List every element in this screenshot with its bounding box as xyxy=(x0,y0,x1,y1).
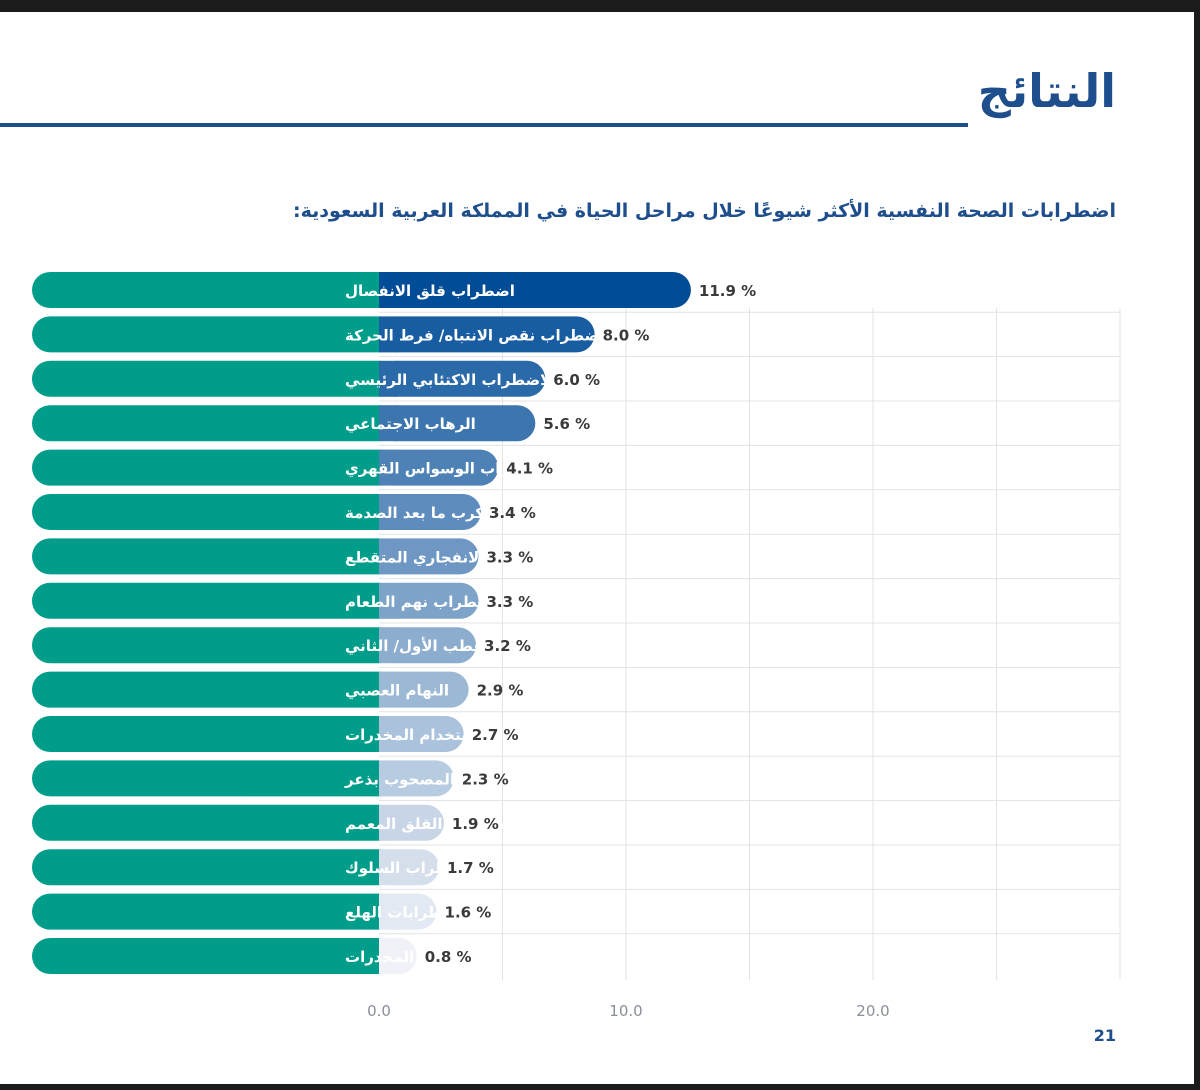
category-label: اضطراب القلق المعمم xyxy=(345,815,512,833)
page-number: 21 xyxy=(1093,1026,1116,1045)
value-label: 2.3 % xyxy=(462,770,509,788)
chart-subtitle: اضطرابات الصحة النفسية الأكثر شيوعًا خلا… xyxy=(292,200,1116,222)
data-bar-left-edge xyxy=(379,316,397,353)
category-label: الرهاب الاجتماعي xyxy=(345,415,476,433)
value-label: 1.7 % xyxy=(447,859,494,877)
category-label-pill xyxy=(32,893,397,930)
data-bar-left-edge xyxy=(379,849,397,886)
data-bar-left-edge xyxy=(379,494,397,530)
data-bar-left-edge xyxy=(379,449,397,486)
data-bar-left-edge xyxy=(379,671,397,708)
category-label-pill xyxy=(32,760,397,797)
category-label: الاضطراب الانفجاري المتقطع xyxy=(345,548,565,567)
data-bar xyxy=(379,494,481,530)
category-label: اضطراب السلوك xyxy=(345,859,469,877)
category-label: رهاب الخلاء غير المصحوب بذعر xyxy=(344,770,577,788)
category-label: اضطرابات الهلع xyxy=(345,904,462,922)
data-bar-left-edge xyxy=(379,760,397,797)
category-label-pill xyxy=(32,316,397,353)
data-bar xyxy=(379,316,595,353)
category-label-pill xyxy=(32,360,397,397)
category-label: إدمان المخدرات xyxy=(345,948,460,966)
category-label-pill xyxy=(32,582,397,619)
category-label-pill xyxy=(32,538,397,575)
category-label: اضطراب نهم الطعام xyxy=(345,593,497,611)
data-bar xyxy=(379,582,479,619)
value-label: 3.4 % xyxy=(489,504,536,522)
category-label: النهام العصبي xyxy=(345,682,449,700)
grid-lines xyxy=(379,308,1121,980)
title-underline-rule xyxy=(0,123,968,127)
category-label-pill xyxy=(32,494,397,530)
page-title: النتائج xyxy=(977,64,1116,118)
value-label: 6.0 % xyxy=(553,371,600,389)
x-tick-label: 0.0 xyxy=(367,1002,391,1020)
category-label-pill xyxy=(32,849,397,886)
top-frame-border xyxy=(0,0,1200,12)
data-bar xyxy=(379,272,691,308)
data-bar xyxy=(379,627,477,664)
category-label-pill xyxy=(32,627,397,664)
category-label-pill xyxy=(32,272,397,308)
data-bar-left-edge xyxy=(379,893,397,930)
value-label: 1.9 % xyxy=(452,815,499,833)
data-bar-left-edge xyxy=(379,360,397,397)
data-bar-left-edge xyxy=(379,716,397,752)
data-bar xyxy=(379,671,469,708)
data-bar xyxy=(379,760,454,797)
value-label: 3.2 % xyxy=(484,637,531,655)
value-label: 0.8 % xyxy=(425,948,472,966)
category-label-pill xyxy=(32,716,397,752)
category-label-pill xyxy=(32,671,397,708)
category-label-pill xyxy=(32,405,397,442)
category-label: اضطراب ثنائي القطب الأول/ الثاني xyxy=(345,637,607,655)
bottom-frame-border xyxy=(0,1084,1200,1090)
value-label: 11.9 % xyxy=(699,282,756,300)
data-bar-left-edge xyxy=(379,272,397,308)
data-bar xyxy=(379,538,479,575)
value-label: 2.9 % xyxy=(477,682,524,700)
right-frame-border xyxy=(1194,0,1200,1090)
data-bar-left-edge xyxy=(379,405,397,442)
category-label: اضطراب قلق الانفصال xyxy=(345,282,515,300)
category-label-pill xyxy=(32,449,397,486)
value-label: 3.3 % xyxy=(487,593,534,611)
x-tick-label: 20.0 xyxy=(856,1002,889,1020)
data-bar xyxy=(379,405,536,442)
category-label: إساءة استخدام المخدرات xyxy=(345,726,528,744)
bar-chart: اضطراب قلق الانفصال 11.9 % اضطراب نقص الان… xyxy=(32,272,1121,1020)
value-label: 1.6 % xyxy=(445,904,492,922)
category-label: اضطراب الكرب ما بعد الصدمة xyxy=(345,504,564,522)
category-label-pill xyxy=(32,804,397,841)
x-tick-label: 10.0 xyxy=(609,1002,642,1020)
data-bar-left-edge xyxy=(379,582,397,619)
category-label: الاضطراب الاكتئابي الرئيسي xyxy=(345,371,556,389)
data-bar-left-edge xyxy=(379,627,397,664)
category-label-pill xyxy=(32,938,397,974)
data-bar-left-edge xyxy=(379,804,397,841)
value-label: 5.6 % xyxy=(543,415,590,433)
value-label: 2.7 % xyxy=(472,726,519,744)
data-bar xyxy=(379,716,464,752)
data-bar xyxy=(379,360,546,397)
category-label: اضطراب نقص الانتباه/ فرط الحركة xyxy=(345,326,604,344)
value-label: 8.0 % xyxy=(603,326,650,344)
data-bar-left-edge xyxy=(379,938,397,974)
value-label: 4.1 % xyxy=(506,460,553,478)
data-bar-left-edge xyxy=(379,538,397,575)
category-label: اضطراب الوسواس القهري xyxy=(345,460,544,479)
data-bar xyxy=(379,449,499,486)
value-label: 3.3 % xyxy=(487,548,534,566)
